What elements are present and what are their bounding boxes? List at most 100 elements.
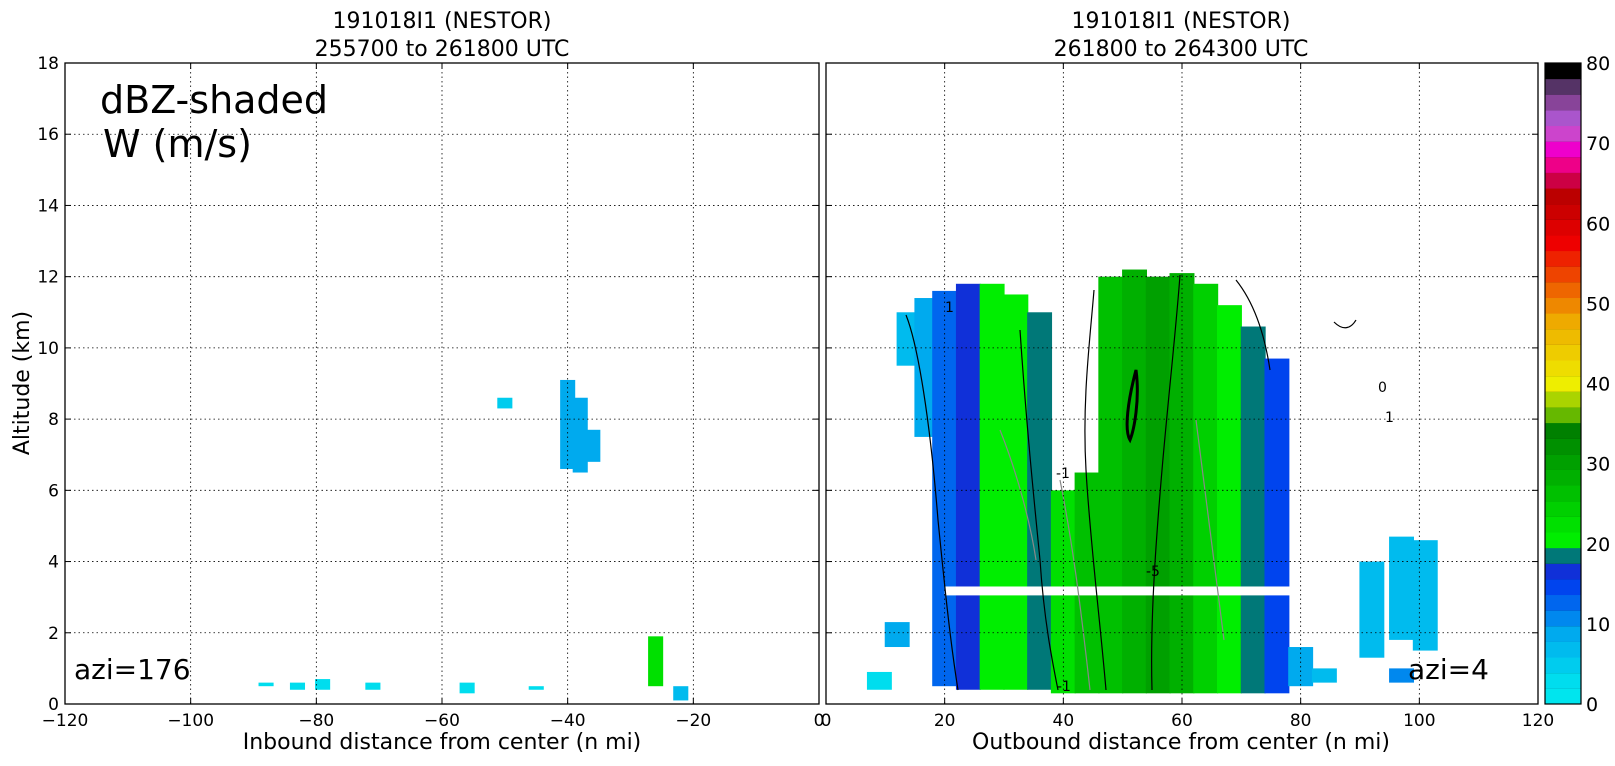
colorbar-tick-label: 60 (1586, 213, 1610, 235)
colorbar-tick-label: 80 (1586, 53, 1610, 75)
colorbar-tick-label: 0 (1586, 694, 1598, 716)
colorbar-swatch (1545, 313, 1581, 330)
y-tick-label: 12 (37, 268, 59, 288)
colorbar-swatch (1545, 594, 1581, 611)
y-tick-label: 6 (48, 481, 59, 501)
echo-cell (1412, 540, 1438, 651)
colorbar-swatch (1545, 500, 1581, 517)
colorbar-swatch (1545, 391, 1581, 408)
x-tick-label: −80 (298, 711, 334, 731)
x-tick-label: −120 (42, 711, 89, 731)
y-tick-label: 18 (37, 54, 59, 74)
echo-cell (1122, 269, 1147, 694)
left-echo-layer (258, 379, 689, 701)
echo-cell (866, 671, 892, 690)
echo-cell (1359, 561, 1385, 658)
colorbar-swatch (1545, 219, 1581, 236)
colorbar-swatch (1545, 78, 1581, 95)
contour-label-1: 1 (945, 300, 954, 316)
left-title-line2: 255700 to 261800 UTC (315, 37, 570, 62)
missing-data-band (944, 586, 1295, 596)
y-tick-label: 0 (48, 695, 59, 715)
echo-cell (1264, 358, 1290, 694)
colorbar-swatch (1545, 172, 1581, 189)
x-tick-label: −60 (424, 711, 460, 731)
colorbar-swatch (1545, 516, 1581, 533)
colorbar-swatch (1545, 547, 1581, 564)
left-title-line1: 191018I1 (NESTOR) (333, 9, 552, 34)
colorbar-swatch (1545, 360, 1581, 377)
y-tick-label: 8 (48, 410, 59, 430)
colorbar-swatch (1545, 156, 1581, 173)
colorbar-tick-label: 70 (1586, 133, 1610, 155)
colorbar-swatch (1545, 109, 1581, 127)
colorbar-frame (1544, 62, 1582, 705)
colorbar-swatch (1545, 625, 1581, 642)
right-grid (826, 63, 1538, 704)
x-tick-label: 60 (1171, 711, 1193, 731)
left-x-axis-label: Inbound distance from center (n mi) (243, 730, 642, 755)
colorbar-swatch (1545, 688, 1581, 705)
x-tick-label: 120 (1522, 711, 1554, 731)
colorbar-swatch (1545, 438, 1581, 455)
colorbar-swatch (1545, 375, 1581, 392)
colorbar-swatches (1545, 62, 1581, 705)
y-tick-label: 10 (37, 339, 59, 359)
colorbar-swatch (1545, 328, 1581, 345)
colorbar-tick-label: 30 (1586, 454, 1610, 476)
contour-label-neg1b: -1 (1057, 679, 1071, 695)
colorbar-swatch (1545, 453, 1581, 470)
echo-cell (497, 397, 513, 409)
colorbar-swatch (1545, 422, 1581, 439)
colorbar-tick-label: 10 (1586, 614, 1610, 636)
colorbar-swatch (1545, 532, 1581, 549)
echo-cell (1311, 668, 1337, 683)
right-title-line1: 191018I1 (NESTOR) (1072, 9, 1291, 34)
right-plot-frame (825, 62, 1539, 705)
x-tick-label: 0 (814, 711, 825, 731)
x-tick-label: −40 (550, 711, 586, 731)
right-x-axis-label: Outbound distance from center (n mi) (972, 730, 1390, 755)
right-title-line2: 261800 to 264300 UTC (1054, 37, 1309, 62)
colorbar-swatch (1545, 281, 1581, 299)
echo-cell (1217, 305, 1242, 694)
echo-cell (459, 682, 475, 694)
contour-annotation: W (m/s) (103, 122, 252, 166)
right-panel: 1 -1 -5 0 1 -1 0 20 40 60 80 100 120 191018I1 … (821, 9, 1555, 755)
y-axis-label: Altitude (km) (10, 311, 35, 455)
echo-cell (955, 283, 981, 690)
shading-annotation: dBZ-shaded (100, 78, 328, 122)
colorbar-tick-label: 20 (1586, 534, 1610, 556)
echo-cell (1145, 276, 1171, 694)
colorbar-ticks: 0 10 20 30 40 50 60 70 80 (1586, 53, 1610, 716)
colorbar-swatch (1545, 485, 1581, 502)
echo-cell (1389, 536, 1414, 640)
colorbar-swatch (1545, 250, 1581, 267)
echo-cell (648, 636, 664, 687)
echo-cell (315, 679, 331, 690)
echo-cell (1193, 283, 1219, 694)
colorbar-swatch (1545, 203, 1581, 220)
colorbar-swatch (1545, 297, 1581, 314)
echo-cell (884, 622, 910, 648)
left-grid (65, 63, 819, 704)
colorbar-swatch (1545, 63, 1581, 80)
echo-cell (1389, 668, 1414, 683)
colorbar-swatch (1545, 406, 1581, 424)
colorbar-swatch (1545, 344, 1581, 361)
x-tick-label: 100 (1403, 711, 1435, 731)
colorbar-swatch (1545, 234, 1581, 252)
contour-label-neg5: -5 (1146, 564, 1160, 580)
echo-cell (979, 283, 1005, 690)
left-azimuth-label: azi=176 (74, 653, 191, 686)
echo-cell (673, 686, 689, 701)
y-tick-label: 4 (48, 553, 59, 573)
contour-label-0: 0 (1378, 380, 1387, 396)
x-tick-label: −20 (675, 711, 711, 731)
right-azimuth-label: azi=4 (1408, 653, 1489, 686)
colorbar-swatch (1545, 469, 1581, 486)
left-plot-frame (64, 62, 820, 705)
colorbar-swatch (1545, 94, 1581, 111)
colorbar-tick-label: 40 (1586, 374, 1610, 396)
